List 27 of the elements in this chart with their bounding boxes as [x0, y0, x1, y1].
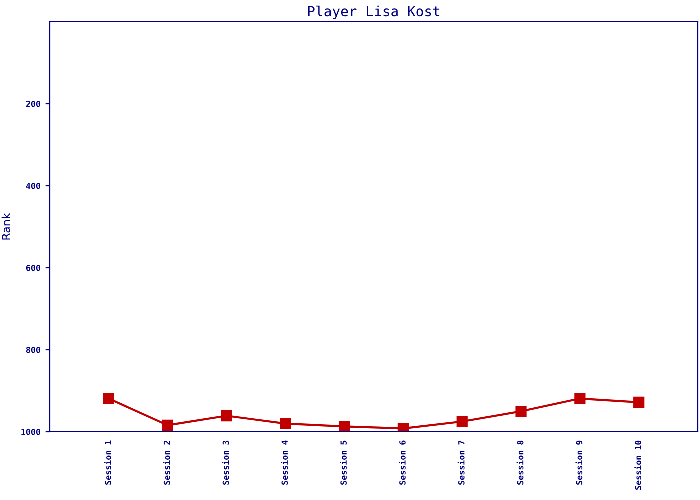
point	[280, 418, 292, 430]
point	[634, 396, 645, 408]
y-tick-label: 800	[26, 346, 40, 354]
point	[338, 421, 350, 432]
point	[516, 406, 527, 418]
x-tick-label: Session 3	[222, 440, 230, 485]
y-tick-label: 200	[26, 100, 40, 108]
point	[103, 393, 114, 404]
x-tick-label: Session 5	[340, 440, 347, 485]
x-tick-label: Session 6	[398, 440, 406, 485]
x-tick-label: Session 4	[281, 440, 288, 485]
y-tick-label: 1000	[22, 428, 40, 436]
x-tick-label: Session 7	[458, 440, 465, 485]
x-tick-label: Session 10	[634, 440, 642, 490]
point	[162, 420, 174, 431]
x-tick-label: Session 2	[163, 441, 170, 485]
point	[398, 423, 410, 432]
point	[221, 410, 232, 422]
x-tick-label: Session 1	[104, 440, 112, 485]
chart-title: Player Lisa Kost	[308, 6, 440, 20]
y-tick-label: 600	[26, 264, 40, 272]
x-tick-label: Session 9	[576, 440, 583, 485]
point	[456, 416, 468, 428]
y-axis-title: Rank	[2, 213, 10, 240]
x-tick-label: Session 8	[516, 440, 524, 485]
y-tick-label: 400	[26, 182, 40, 190]
point	[574, 393, 586, 404]
